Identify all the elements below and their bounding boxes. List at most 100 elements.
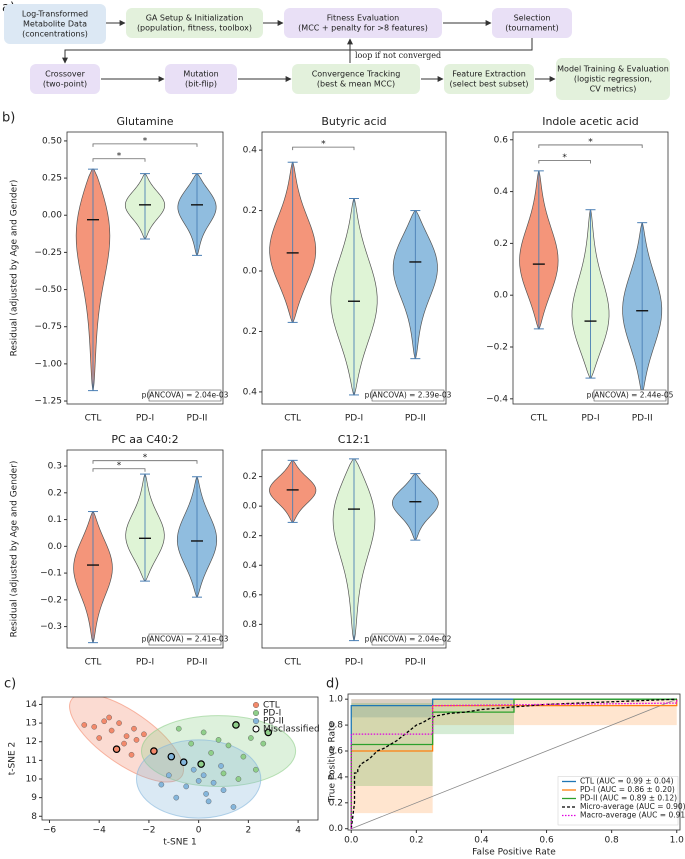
axes-frame bbox=[41, 696, 319, 821]
chance-line bbox=[351, 698, 677, 830]
point bbox=[197, 760, 205, 768]
point bbox=[101, 718, 107, 725]
point bbox=[200, 729, 207, 736]
x-tick-label: 0.4 bbox=[474, 836, 489, 846]
point bbox=[190, 766, 197, 773]
point bbox=[173, 794, 180, 801]
y-tick-label: 9 bbox=[31, 793, 37, 803]
flow-node bbox=[292, 64, 420, 94]
legend-label: PD-II bbox=[263, 717, 284, 727]
y-tick-label: 0.0 bbox=[243, 502, 258, 512]
point bbox=[260, 740, 267, 747]
point bbox=[81, 722, 88, 728]
y-tick-label: 0.2 bbox=[243, 531, 257, 541]
y-tick-label: 10 bbox=[26, 775, 38, 785]
point bbox=[208, 750, 214, 756]
point bbox=[150, 747, 158, 755]
point bbox=[128, 751, 135, 758]
flow-node-label: (MCC + penalty for >8 features) bbox=[298, 24, 428, 33]
y-tick-label: 11 bbox=[26, 756, 37, 766]
point bbox=[175, 725, 182, 732]
significance-bracket bbox=[292, 146, 355, 151]
point bbox=[220, 787, 227, 793]
significance-bracket bbox=[92, 468, 146, 472]
y-tick-label: 0.2 bbox=[243, 472, 257, 482]
annotation-box bbox=[148, 633, 222, 646]
x-tick-label: 1.0 bbox=[670, 836, 685, 846]
y-tick-label: −1.25 bbox=[34, 397, 62, 407]
y-tick-label: 0.4 bbox=[243, 561, 258, 571]
annotation-box bbox=[371, 389, 445, 402]
chart-title: PC aa C40:2 bbox=[111, 433, 178, 446]
axes-frame bbox=[347, 693, 681, 831]
x-tick-label: CTL bbox=[284, 658, 301, 668]
legend-label: CTL bbox=[263, 701, 280, 711]
legend-swatch bbox=[252, 718, 259, 725]
significance-label: * bbox=[117, 461, 122, 471]
roc-curve bbox=[350, 699, 678, 829]
point bbox=[183, 783, 190, 790]
axes-frame bbox=[512, 131, 669, 405]
y-tick-label: 0.25 bbox=[42, 174, 62, 184]
annotation-box bbox=[148, 389, 222, 402]
flow-node-label: (bit-flip) bbox=[185, 80, 217, 89]
point bbox=[123, 733, 130, 739]
y-axis-label: Residual (adjusted by Age and Gender) bbox=[10, 461, 20, 638]
flow-node-label: Selection bbox=[514, 14, 551, 23]
flow-node-label: (logistic regression, bbox=[574, 75, 652, 84]
legend-label: Misclassified bbox=[263, 725, 320, 735]
significance-label: * bbox=[143, 136, 148, 146]
y-tick-label: 0.2 bbox=[243, 327, 257, 337]
y-tick-label: −0.2 bbox=[40, 595, 62, 605]
flow-node bbox=[444, 64, 534, 94]
significance-label: * bbox=[562, 153, 567, 163]
point bbox=[232, 721, 240, 729]
significance-label: * bbox=[143, 453, 148, 463]
point bbox=[264, 728, 273, 737]
x-tick-label: CTL bbox=[530, 414, 547, 424]
flow-node-label: (select best subset) bbox=[450, 80, 529, 89]
y-tick-label: 0.3 bbox=[48, 462, 62, 472]
flow-node bbox=[284, 8, 442, 38]
x-tick-label: PD-II bbox=[187, 658, 208, 668]
x-tick-label: PD-I bbox=[581, 414, 599, 424]
panel-label: d) bbox=[326, 677, 339, 692]
point bbox=[200, 772, 207, 779]
flow-node-label: (tournament) bbox=[505, 24, 558, 33]
x-tick-label: PD-I bbox=[136, 414, 154, 424]
point bbox=[108, 727, 115, 734]
point bbox=[253, 766, 259, 773]
flow-node-label: Metabolite Data bbox=[23, 20, 87, 29]
flow-node bbox=[4, 4, 106, 44]
flow-node-label: Convergence Tracking bbox=[312, 70, 401, 79]
y-tick-label: 0.2 bbox=[48, 488, 62, 498]
x-tick-label: 0 bbox=[196, 826, 202, 836]
point bbox=[106, 714, 112, 721]
y-tick-label: 0.2 bbox=[329, 798, 343, 808]
point bbox=[203, 791, 209, 797]
point bbox=[215, 737, 222, 743]
y-tick-label: 0.6 bbox=[329, 746, 344, 756]
flow-node-label: Model Training & Evaluation bbox=[557, 65, 669, 74]
x-tick-label: PD-II bbox=[632, 414, 653, 424]
flow-node bbox=[165, 64, 237, 94]
point bbox=[188, 740, 194, 747]
y-tick-label: 12 bbox=[26, 737, 37, 747]
y-tick-label: −0.2 bbox=[486, 343, 508, 353]
flow-node-label: Log-Transformed bbox=[22, 10, 88, 19]
y-tick-label: 0.6 bbox=[494, 135, 509, 145]
point bbox=[248, 735, 254, 741]
x-tick-label: CTL bbox=[85, 414, 102, 424]
point bbox=[205, 798, 212, 805]
flow-node-label: (best & mean MCC) bbox=[317, 80, 395, 89]
annotation: p(ANCOVA) = 2.41e-03 bbox=[142, 635, 229, 644]
annotation: p(ANCOVA) = 2.04e-02 bbox=[365, 635, 452, 644]
y-tick-label: −0.50 bbox=[34, 285, 62, 295]
y-tick-label: −0.4 bbox=[486, 394, 508, 404]
y-axis-label: t-SNE 2 bbox=[8, 742, 18, 776]
legend-swatch bbox=[252, 710, 259, 717]
y-tick-label: 0.0 bbox=[494, 291, 509, 301]
y-tick-label: 13 bbox=[26, 719, 37, 729]
